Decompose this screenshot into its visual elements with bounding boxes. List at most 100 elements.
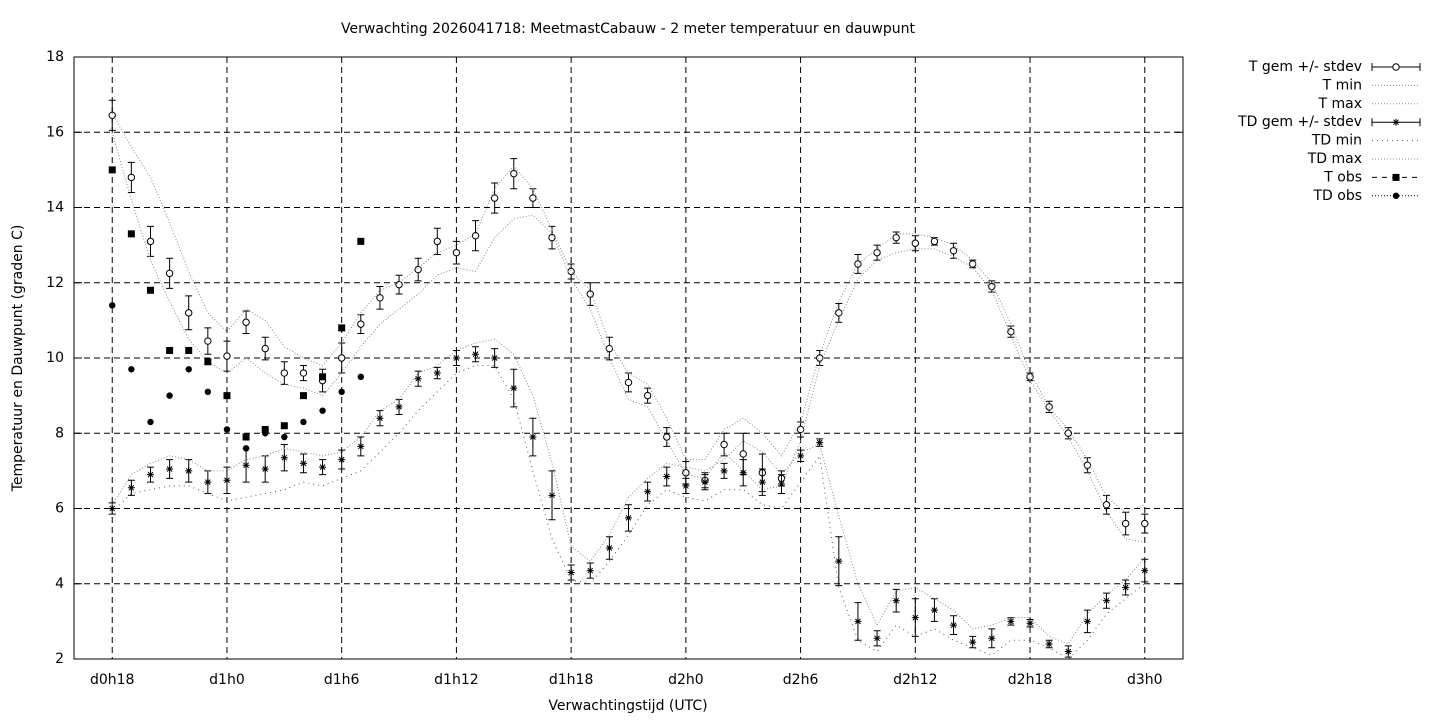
data-point [395,280,403,289]
data-point [835,309,843,317]
legend-marker [1392,173,1400,181]
data-point [242,318,250,326]
data-point [1122,584,1130,592]
legend-label: TD gem +/- stdev [1237,114,1362,130]
obs-point [280,422,288,430]
data-point [911,239,920,247]
y-tick-label: 4 [55,576,64,592]
legend-label: TD obs [1312,188,1362,204]
data-point [548,491,556,499]
data-point [892,233,900,242]
data-point [414,265,422,274]
data-point [414,375,422,383]
data-point [644,488,652,496]
y-tick-label: 6 [55,501,64,517]
legend-label: T max [1317,96,1362,112]
data-point [892,597,900,605]
data-point [1026,619,1034,627]
data-point [1045,640,1053,648]
data-point [682,482,690,490]
data-point [337,354,346,362]
obs-point [242,433,250,441]
data-point [682,469,690,477]
data-point [586,567,594,575]
data-point [624,378,633,387]
data-point [357,442,365,450]
data-point [988,634,996,642]
obs-point [166,392,173,399]
legend-label: T min [1322,77,1362,93]
legend-label: T gem +/- stdev [1248,59,1362,75]
x-tick-label: d0h18 [90,672,134,688]
data-point [108,111,116,120]
obs-point [300,418,307,426]
y-axis-label: Temperatuur en Dauwpunt (graden C) [10,225,26,493]
x-axis-label: Verwachtingstijd (UTC) [548,698,707,714]
data-point [1064,647,1072,655]
obs-point [299,392,307,400]
data-point [452,354,460,362]
legend-marker [1392,192,1400,199]
obs-point [109,302,116,309]
data-point [471,232,480,240]
data-point [357,320,365,328]
obs-point [281,433,288,441]
range-line [111,338,1146,645]
obs-point [108,166,116,174]
data-point [567,267,575,276]
obs-point [185,346,193,354]
data-point [930,237,939,246]
legend-label: T obs [1323,169,1362,185]
data-point [452,248,461,257]
data-point [299,369,308,377]
data-point [720,440,728,449]
data-point [433,237,441,246]
data-point [605,344,614,353]
data-point [969,638,977,646]
legend-marker [1392,63,1400,71]
data-point [816,439,824,447]
data-point [204,337,212,345]
data-point [950,621,958,629]
data-point [299,459,307,467]
data-point [433,369,441,377]
x-tick-label: d1h18 [549,672,593,688]
data-point [1103,597,1111,605]
data-point [242,461,250,469]
data-point [968,260,977,268]
obs-point [242,445,250,452]
data-point [490,194,499,202]
y-tick-label: 14 [46,200,64,216]
obs-point [262,430,269,437]
obs-point [223,426,231,433]
data-point [108,505,116,512]
legend-marker [1392,118,1400,126]
data-point [376,414,384,422]
y-tick-label: 12 [46,275,64,291]
data-point [491,354,499,362]
x-tick-label: d2h12 [893,672,937,688]
data-point [1083,617,1091,625]
data-point [319,463,327,471]
obs-point [338,324,346,332]
x-tick-label: d1h6 [324,672,360,688]
data-point [395,403,403,411]
x-tick-label: d3h0 [1127,672,1163,688]
legend-label: TD max [1307,151,1362,167]
data-point [529,194,537,202]
data-point [510,384,518,392]
obs-point [319,407,326,414]
chart-title: Verwachting 2026041718: MeetmastCabauw -… [341,21,915,37]
data-point [873,634,881,642]
data-point [510,169,518,178]
data-point [739,450,747,458]
data-point [911,614,919,622]
x-tick-label: d1h0 [209,672,245,688]
data-point [758,478,766,486]
data-point [739,469,747,477]
data-point [777,480,785,488]
obs-point [319,373,327,381]
data-point [185,309,193,317]
data-point [1026,373,1034,381]
